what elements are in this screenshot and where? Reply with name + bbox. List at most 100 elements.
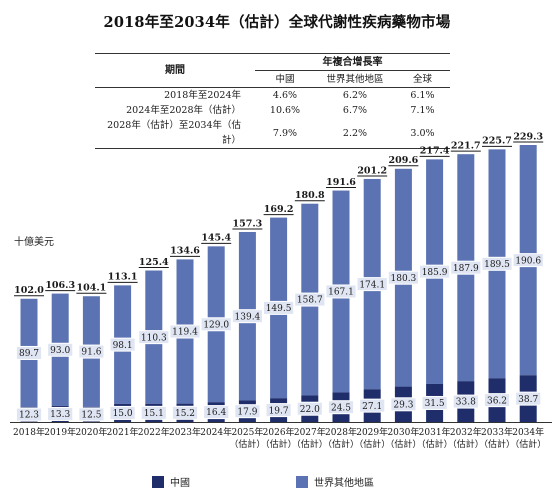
legend-swatch-china	[152, 475, 164, 488]
data-label-rest-of-world-box	[169, 324, 201, 339]
data-label-china-box	[140, 405, 167, 420]
data-label-rest-of-world: 180.3	[391, 274, 417, 284]
data-label-china: 31.5	[425, 399, 445, 409]
cagr-col-global: 全球	[395, 70, 450, 88]
data-label-china-box	[359, 398, 386, 413]
total-label: 106.3	[45, 280, 75, 291]
x-tick-label: 2032年	[450, 426, 482, 438]
data-label-china-box	[515, 391, 542, 406]
data-label-china-box	[265, 403, 292, 418]
cagr-row: 2018年至2024年 4.6% 6.2% 6.1%	[95, 88, 450, 104]
data-label-china-box	[452, 394, 479, 409]
legend-label-rest-of-world: 世界其他地區	[314, 478, 374, 489]
data-label-china: 29.3	[393, 400, 413, 410]
data-label-china-box	[483, 393, 511, 408]
data-label-rest-of-world-box	[294, 292, 326, 307]
data-label-rest-of-world-box	[15, 345, 43, 360]
data-label-china: 15.2	[175, 409, 195, 419]
data-label-rest-of-world: 190.6	[515, 256, 541, 266]
data-label-china-box	[47, 406, 74, 421]
data-label-china: 13.3	[50, 410, 70, 420]
data-label-china: 27.1	[362, 402, 382, 412]
data-label-china-box	[15, 407, 43, 422]
x-tick-label: 2034年	[512, 426, 544, 438]
legend-item-china: 中國	[152, 474, 190, 489]
data-label-china-box	[327, 400, 355, 415]
cagr-period: 2018年至2024年	[164, 90, 241, 101]
data-label-rest-of-world-box	[200, 317, 232, 332]
cagr-value: 4.6%	[272, 90, 298, 101]
data-label-rest-of-world: 119.4	[172, 328, 198, 338]
data-label-china: 24.5	[331, 403, 351, 413]
cagr-group-header: 年複合增長率	[255, 53, 450, 71]
x-tick-label: （估計）	[292, 438, 328, 450]
total-label: 169.2	[264, 204, 294, 215]
x-tick-label: 2027年	[294, 426, 326, 438]
cagr-value: 6.7%	[342, 105, 368, 116]
data-label-rest-of-world-box	[109, 337, 136, 352]
x-tick-label: 2030年	[387, 426, 419, 438]
data-label-rest-of-world: 110.3	[141, 333, 167, 343]
data-label-rest-of-world-box	[138, 330, 170, 345]
total-label: 113.1	[108, 272, 138, 283]
data-label-china-box	[296, 401, 323, 416]
cagr-row: 2024年至2028年（估計） 10.6% 6.7% 7.1%	[95, 103, 450, 118]
x-tick-label: （估計）	[510, 438, 546, 450]
x-tick-label: （估計）	[479, 438, 515, 450]
total-label: 191.6	[326, 177, 356, 188]
data-label-rest-of-world-box	[47, 342, 74, 357]
data-label-china: 12.5	[81, 411, 101, 421]
data-label-rest-of-world: 129.0	[203, 320, 229, 330]
x-tick-label: 2026年	[263, 426, 295, 438]
data-label-rest-of-world: 93.0	[50, 346, 70, 356]
total-label: 201.2	[357, 165, 387, 176]
data-label-rest-of-world: 91.6	[81, 348, 101, 358]
data-label-china: 36.2	[487, 396, 507, 406]
total-label: 102.0	[14, 285, 44, 296]
data-label-rest-of-world: 185.9	[422, 268, 448, 278]
data-label-china: 19.7	[269, 406, 289, 416]
data-label-rest-of-world: 149.5	[266, 304, 292, 314]
data-label-rest-of-world-box	[263, 300, 295, 315]
cagr-value: 10.6%	[269, 105, 301, 116]
total-label: 134.6	[170, 246, 200, 257]
x-tick-label: （估計）	[229, 438, 265, 450]
data-label-china: 15.1	[144, 409, 164, 419]
chart-title: 2018年至2034年（估計）全球代謝性疾病藥物市場	[103, 14, 451, 31]
data-label-china: 33.8	[456, 398, 476, 408]
cagr-value: 6.2%	[342, 90, 368, 101]
total-label: 104.1	[77, 283, 107, 294]
total-label: 145.4	[201, 233, 231, 244]
cagr-value: 6.1%	[410, 90, 435, 101]
x-tick-label: 2025年	[231, 426, 263, 438]
total-label: 209.6	[389, 155, 419, 166]
cagr-col-rest-of-world: 世界其他地區	[315, 70, 395, 88]
x-tick-label: 2031年	[419, 426, 451, 438]
data-label-rest-of-world: 174.1	[359, 280, 385, 290]
x-tick-label: 2028年	[325, 426, 357, 438]
data-label-china-box	[203, 405, 230, 420]
data-label-rest-of-world-box	[512, 253, 544, 268]
cagr-value: 2.2%	[315, 118, 395, 149]
cagr-value: 3.0%	[395, 118, 450, 149]
x-tick-label: （估計）	[448, 438, 484, 450]
cagr-value: 7.9%	[255, 118, 315, 149]
data-label-rest-of-world: 189.5	[484, 260, 510, 270]
cagr-row: 2028年（估計）至2034年（估計） 7.9% 2.2% 3.0%	[95, 118, 450, 149]
total-label: 221.7	[451, 141, 481, 152]
data-label-china-box	[78, 407, 105, 422]
data-label-rest-of-world-box	[78, 344, 105, 359]
total-label: 229.3	[513, 131, 543, 142]
x-tick-label: 2022年	[138, 426, 170, 438]
total-label: 180.8	[295, 190, 325, 201]
data-label-rest-of-world-box	[387, 270, 419, 285]
data-label-china: 12.3	[19, 411, 39, 421]
x-tick-label: 2021年	[107, 426, 139, 438]
data-label-china-box	[421, 395, 448, 410]
legend-label-china: 中國	[170, 478, 190, 489]
total-label: 217.4	[420, 146, 450, 157]
x-tick-label: 2033年	[481, 426, 513, 438]
data-label-rest-of-world-box	[481, 256, 513, 271]
data-label-rest-of-world: 139.4	[235, 312, 261, 322]
